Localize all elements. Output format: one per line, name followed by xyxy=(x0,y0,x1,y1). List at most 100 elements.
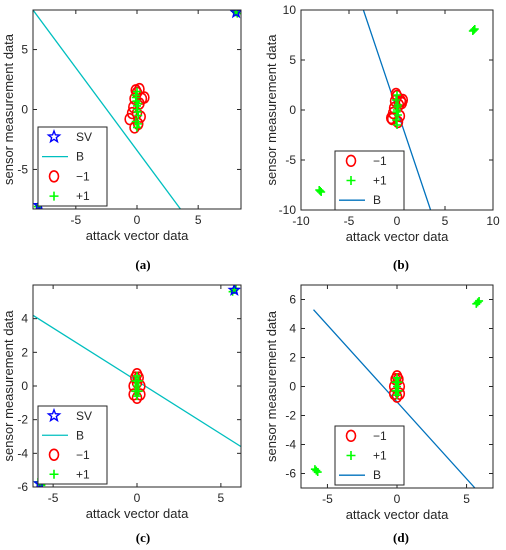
x-tick-label: -5 xyxy=(322,492,333,506)
x-tick-label: -5 xyxy=(48,491,59,505)
data-point xyxy=(394,378,403,387)
data-point xyxy=(469,26,478,34)
data-point xyxy=(139,91,150,104)
data-point xyxy=(393,391,401,400)
y-tick-label: -6 xyxy=(285,467,296,481)
data-point xyxy=(468,27,477,35)
data-point xyxy=(317,188,326,196)
data-point xyxy=(312,466,321,475)
legend-label: B xyxy=(373,193,381,207)
legend-label: +1 xyxy=(76,189,90,203)
legend: −1 +1 B xyxy=(334,150,405,211)
data-point xyxy=(134,119,143,128)
data-point xyxy=(133,371,141,380)
panel-label: (b) xyxy=(393,257,409,272)
x-axis-label: attack vector data xyxy=(346,229,449,244)
data-point xyxy=(392,96,401,104)
legend-marker-circle xyxy=(345,154,357,168)
legend-marker-star xyxy=(46,407,62,423)
y-axis-label: sensor measurement data xyxy=(1,33,16,185)
legend-marker-star xyxy=(46,129,62,144)
data-point xyxy=(313,468,322,477)
data-point xyxy=(134,376,143,385)
legend: SV B −1 +1 xyxy=(37,405,108,485)
y-tick-label: 2 xyxy=(21,345,28,359)
data-point xyxy=(473,298,482,307)
legend-box xyxy=(334,425,405,486)
data-point xyxy=(393,373,401,382)
panel-label: (c) xyxy=(136,530,150,545)
legend: SV B −1 +1 xyxy=(37,126,108,207)
x-tick-label: 10 xyxy=(486,214,500,228)
chart-panel-2: -10 -5 0 5 10 -10 -5 0 5 10 attack vector data sens… xyxy=(264,3,500,272)
y-tick-label: 5 xyxy=(289,53,296,67)
y-tick-label: 4 xyxy=(21,312,28,326)
boundary-line-B xyxy=(33,10,181,209)
y-tick-label: 6 xyxy=(289,293,296,307)
legend-box xyxy=(334,150,405,211)
data-point xyxy=(392,116,401,124)
legend: −1 +1 B xyxy=(334,425,405,486)
legend-marker-plus xyxy=(346,176,356,185)
x-axis-label: attack vector data xyxy=(86,228,189,243)
y-tick-label: 10 xyxy=(283,3,297,17)
legend-label: −1 xyxy=(76,169,90,183)
x-tick-label: 5 xyxy=(442,214,449,228)
chart-panel-1: -5 0 5 -5 0 5 attack vector data sensor measure… xyxy=(1,9,242,272)
y-tick-label: -6 xyxy=(17,480,28,494)
legend-marker-plus xyxy=(49,191,59,201)
data-layer xyxy=(310,296,484,488)
x-tick-label: 0 xyxy=(134,213,141,227)
data-point xyxy=(393,103,402,111)
legend-label: −1 xyxy=(76,448,90,462)
data-layer xyxy=(33,285,241,487)
legend-label: SV xyxy=(76,409,92,423)
legend-marker-plus xyxy=(49,469,59,479)
data-point xyxy=(316,187,325,195)
data-point xyxy=(133,87,141,96)
x-tick-label: 5 xyxy=(463,492,470,506)
legend-marker-circle xyxy=(48,170,60,183)
chart-panel-3: -5 0 5 -6 -4 -2 0 2 4 attack vector data sensor me… xyxy=(1,284,242,545)
x-tick-label: 0 xyxy=(394,492,401,506)
data-point xyxy=(393,121,401,129)
y-axis-label: sensor measurement data xyxy=(1,310,16,462)
y-tick-label: -5 xyxy=(17,162,28,176)
y-tick-label: -4 xyxy=(17,446,28,460)
data-point xyxy=(393,91,401,99)
panel-label: (d) xyxy=(393,530,409,545)
y-axis-label: sensor measurement data xyxy=(264,34,279,186)
legend-marker-circle xyxy=(345,429,357,443)
data-point xyxy=(229,10,241,19)
legend-label: B xyxy=(76,150,84,164)
legend-label: +1 xyxy=(373,449,387,463)
y-tick-label: -2 xyxy=(17,413,28,427)
data-point xyxy=(393,382,401,391)
x-axis-label: attack vector data xyxy=(86,506,189,521)
data-point xyxy=(124,112,135,126)
legend-label: +1 xyxy=(76,467,90,481)
data-point xyxy=(394,386,403,395)
y-tick-label: -5 xyxy=(285,153,296,167)
y-tick-label: 0 xyxy=(289,103,296,117)
y-tick-label: 0 xyxy=(21,103,28,117)
data-layer xyxy=(33,10,241,209)
data-point xyxy=(133,392,141,401)
data-layer xyxy=(315,10,479,210)
y-tick-label: 4 xyxy=(289,322,296,336)
x-tick-label: -5 xyxy=(70,213,81,227)
legend-label: SV xyxy=(76,130,92,144)
data-point xyxy=(472,299,481,308)
x-tick-label: -10 xyxy=(292,214,310,228)
x-tick-label: 5 xyxy=(195,213,202,227)
data-point xyxy=(133,123,141,132)
legend-marker-circle xyxy=(48,448,60,461)
x-tick-label: 0 xyxy=(394,214,401,228)
legend-label: B xyxy=(76,428,84,442)
y-tick-label: 0 xyxy=(289,380,296,394)
data-point xyxy=(227,285,241,296)
chart-panel-4: -5 0 5 -6 -4 -2 0 2 4 6 attack vector data sensor m… xyxy=(264,284,494,545)
y-tick-label: 2 xyxy=(289,351,296,365)
legend-marker-plus xyxy=(346,451,356,460)
y-tick-label: -10 xyxy=(279,203,297,217)
